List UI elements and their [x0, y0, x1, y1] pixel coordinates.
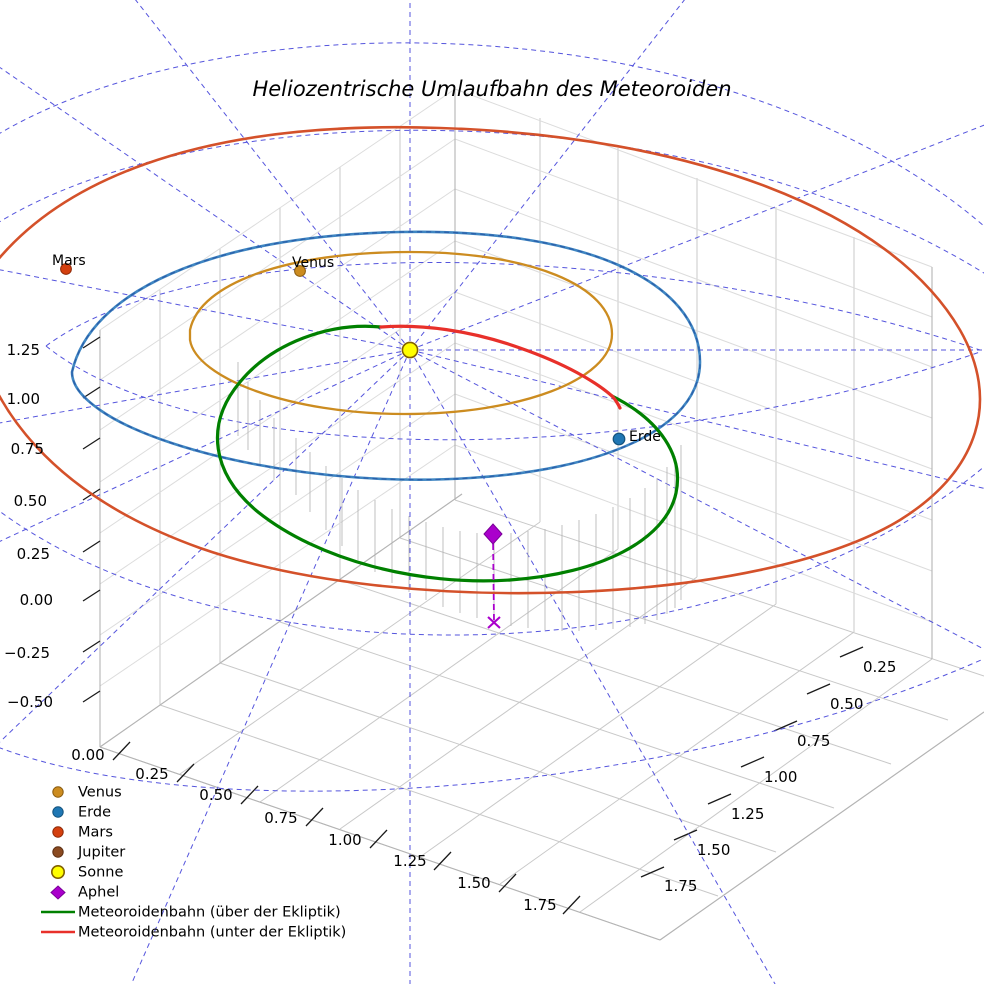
z-tick-label-7: −0.50	[7, 693, 53, 711]
z-tick-label-3: 0.50	[14, 492, 47, 510]
z-axis-tick-labels: 1.25 1.00 0.75 0.50 0.25 0.00 −0.25 −0.50	[4, 341, 53, 711]
legend-marker-circle	[52, 786, 64, 798]
x-tick-label-6: 1.50	[457, 874, 490, 892]
venus-orbit	[188, 250, 614, 416]
earth-orbit	[70, 230, 702, 481]
z-tick-label-5: 0.00	[20, 591, 53, 609]
z-tick-label-6: −0.25	[4, 644, 50, 662]
z-tick-label-4: 0.25	[17, 545, 50, 563]
meteoroid-orbit-above	[216, 324, 679, 583]
body-label-mars: Mars	[52, 253, 86, 269]
orbit-stem-lines	[237, 362, 682, 631]
x-tick-label-3: 0.75	[264, 809, 297, 827]
mars-orbit	[0, 126, 982, 595]
y-tick-label-5: 1.50	[697, 841, 730, 859]
y-tick-label-2: 0.75	[797, 732, 830, 750]
y-tick-label-0: 0.25	[863, 658, 896, 676]
axis-ticks	[82, 336, 864, 915]
legend-marker-circle	[52, 826, 64, 838]
legend-label: Venus	[78, 785, 122, 801]
legend-label: Meteoroidenbahn (über der Ekliptik)	[78, 905, 341, 921]
celestial-body-labels: Mars Venus Erde	[52, 253, 661, 445]
legend-label: Aphel	[78, 885, 119, 901]
legend-label: Meteoroidenbahn (unter der Ekliptik)	[78, 925, 346, 941]
x-tick-label-4: 1.00	[328, 831, 361, 849]
body-label-venus: Venus	[292, 255, 334, 271]
body-label-erde: Erde	[629, 429, 661, 445]
y-axis-tick-labels: 0.25 0.50 0.751.00 1.251.501.75	[664, 658, 896, 895]
x-tick-label-1: 0.25	[135, 765, 168, 783]
legend-label: Sonne	[78, 865, 123, 881]
page-title: Heliozentrische Umlaufbahn des Meteoroid…	[252, 77, 731, 101]
jupiter-orbit	[0, 42, 984, 227]
legend-label: Jupiter	[77, 845, 125, 861]
y-tick-label-1: 0.50	[830, 695, 863, 713]
y-tick-label-3: 1.00	[764, 768, 797, 786]
meteoroid-orbit-below	[379, 324, 622, 410]
x-tick-label-5: 1.25	[393, 852, 426, 870]
planet-markers	[60, 263, 626, 545]
z-tick-label-0: 1.25	[7, 341, 40, 359]
legend-marker-circle	[52, 846, 64, 858]
z-tick-label-2: 0.75	[11, 440, 44, 458]
legend-item-erde[interactable]: Erde	[52, 805, 111, 821]
z-tick-label-1: 1.00	[7, 390, 40, 408]
legend[interactable]: Venus Erde Mars Jupiter Sonne Aphel Meteoroide…	[41, 785, 346, 941]
axes-panes	[99, 88, 984, 941]
y-tick-label-6: 1.75	[664, 877, 697, 895]
aphel-drop-line	[487, 533, 501, 629]
legend-marker-circle	[52, 806, 64, 818]
x-axis-tick-labels: 0.00 0.25 0.50 0.75 1.00 1.25 1.50 1.75	[71, 746, 556, 914]
y-tick-label-4: 1.25	[731, 805, 764, 823]
x-tick-label-7: 1.75	[523, 896, 556, 914]
legend-label: Erde	[78, 805, 111, 821]
legend-item-meteoroidenbahnberderekliptik[interactable]: Meteoroidenbahn (über der Ekliptik)	[41, 905, 341, 921]
legend-item-aphel[interactable]: Aphel	[50, 885, 119, 901]
x-tick-label-2: 0.50	[199, 786, 232, 804]
legend-item-jupiter[interactable]: Jupiter	[52, 845, 126, 861]
legend-label: Mars	[78, 825, 113, 841]
legend-marker-diamond	[50, 885, 66, 900]
legend-item-mars[interactable]: Mars	[52, 825, 113, 841]
legend-marker-circle	[50, 864, 65, 879]
legend-item-venus[interactable]: Venus	[52, 785, 122, 801]
legend-item-sonne[interactable]: Sonne	[50, 864, 124, 881]
legend-item-meteoroidenbahnunterderekliptik[interactable]: Meteoroidenbahn (unter der Ekliptik)	[41, 925, 346, 941]
x-tick-label-0: 0.00	[71, 746, 104, 764]
